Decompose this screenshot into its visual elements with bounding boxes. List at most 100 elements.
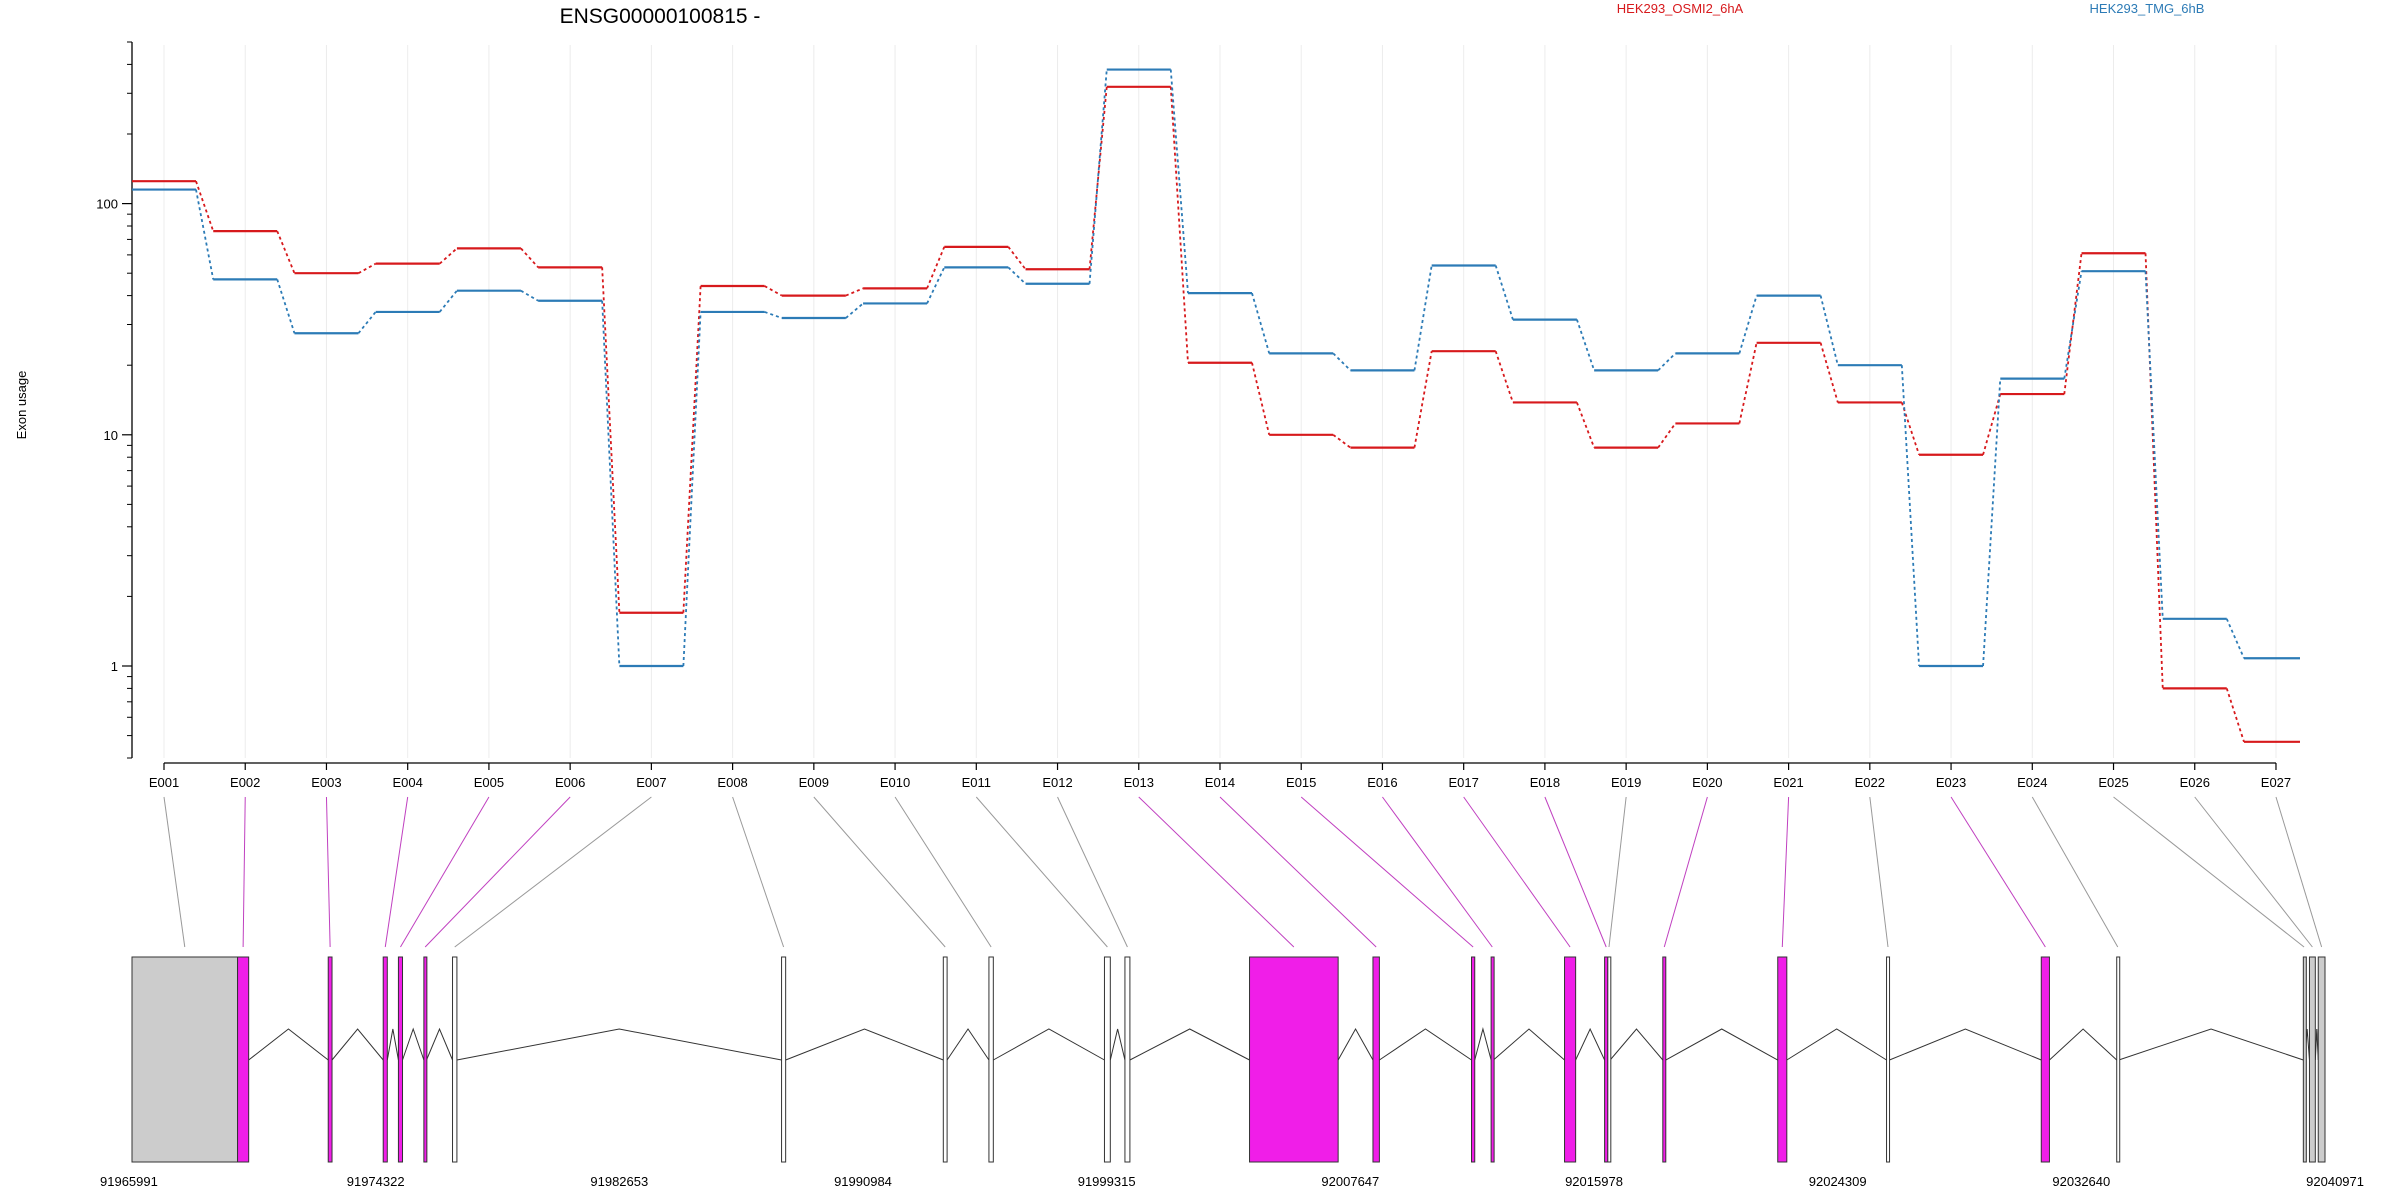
x-tick-label-E008: E008	[717, 775, 747, 790]
exon-box-E006	[423, 956, 428, 1163]
x-tick-label-E017: E017	[1448, 775, 1478, 790]
connector-E005	[400, 796, 490, 948]
y-tick-label-10: 10	[104, 428, 118, 443]
intron-E021-E022	[1786, 1028, 1887, 1061]
transition-E025	[2144, 271, 2164, 619]
x-tick-label-E006: E006	[555, 775, 585, 790]
connector-E026	[2194, 796, 2313, 948]
x-tick-label-E010: E010	[880, 775, 910, 790]
exon-box-E017	[1564, 956, 1577, 1163]
intron-E005-E006	[402, 1027, 425, 1061]
exon-box-E009	[942, 956, 948, 1163]
transition-E010	[926, 246, 946, 289]
exon-box-E022	[1886, 956, 1891, 1163]
text-labels: ENSG00000100815 - HEK293_OSMI2_6hA HEK29…	[14, 1, 2204, 439]
coordinate-label-6: 92015978	[1565, 1174, 1623, 1189]
x-tick-label-E013: E013	[1124, 775, 1154, 790]
coordinate-label-4: 91999315	[1078, 1174, 1136, 1189]
intron-E002-E003	[248, 1028, 329, 1061]
x-tick-label-E002: E002	[230, 775, 260, 790]
intron-E007-E008	[456, 1028, 782, 1061]
connector-E019	[1608, 796, 1627, 948]
exon-box-E026	[2308, 956, 2316, 1163]
x-tick-label-E005: E005	[474, 775, 504, 790]
exon-box-E023	[2040, 956, 2050, 1163]
exon-box-E015	[1471, 956, 1476, 1163]
x-tick-label-E025: E025	[2098, 775, 2128, 790]
y-axis-label: Exon usage	[14, 371, 29, 440]
x-tick-label-E004: E004	[393, 775, 423, 790]
connector-E025	[2113, 796, 2305, 948]
series-HEK293_TMG_6hB	[132, 68, 2300, 668]
transition-E026	[2225, 618, 2245, 659]
intron-E019-E020	[1609, 1028, 1664, 1061]
transition-E025	[2144, 253, 2164, 689]
chart-title: ENSG00000100815 -	[560, 5, 761, 28]
coordinate-label-1: 91974322	[347, 1174, 405, 1189]
transition-E012	[1088, 86, 1108, 270]
transition-E002	[276, 230, 296, 274]
exon-box-E003	[327, 956, 333, 1163]
transition-E019	[1657, 352, 1677, 371]
exon-box-E016	[1490, 956, 1495, 1163]
x-tick-label-E009: E009	[799, 775, 829, 790]
intron-E017-E018	[1575, 1027, 1606, 1061]
intron-E013-E014	[1337, 1027, 1374, 1061]
transition-E018	[1576, 402, 1595, 448]
coordinate-label-8: 92032640	[2052, 1174, 2110, 1189]
transition-E009	[845, 287, 864, 297]
transition-E002	[276, 279, 296, 334]
coordinate-label-0: 91965991	[100, 1174, 158, 1189]
transition-E023	[1982, 393, 2002, 455]
connector-E008	[732, 796, 785, 948]
intron-E023-E024	[2049, 1028, 2118, 1061]
transition-E023	[1982, 378, 2002, 667]
connector-E001	[163, 796, 186, 948]
coordinate-label-5: 92007647	[1321, 1174, 1379, 1189]
gene-model: 91965991 91974322 91982653 91990984 91999315…	[100, 956, 2364, 1189]
coordinate-label-7: 92024309	[1809, 1174, 1867, 1189]
exon-box-E007	[452, 956, 458, 1163]
connector-E018	[1544, 796, 1607, 948]
connector-E007	[454, 796, 652, 948]
connector-E016	[1382, 796, 1493, 948]
x-tick-label-E003: E003	[311, 775, 341, 790]
coordinate-label-3: 91990984	[834, 1174, 892, 1189]
intron-E010-E011	[993, 1028, 1105, 1061]
y-tick-label-100: 100	[96, 197, 118, 212]
exon-box-E001	[131, 956, 239, 1163]
exon-connectors	[163, 796, 2323, 948]
transition-E017	[1494, 350, 1514, 403]
transition-E008	[764, 285, 783, 297]
intron-E020-E021	[1665, 1028, 1778, 1061]
intron-E022-E023	[1889, 1028, 2042, 1061]
connector-E003	[325, 796, 331, 948]
transition-E022	[1900, 365, 1920, 667]
connector-E027	[2275, 796, 2323, 948]
transition-E013	[1169, 69, 1189, 294]
connector-E015	[1300, 796, 1474, 948]
exon-box-E005	[397, 956, 404, 1163]
connector-E022	[1869, 796, 1889, 948]
exon-box-E011	[1103, 956, 1111, 1163]
transition-E015	[1332, 352, 1352, 371]
connector-E021	[1781, 796, 1790, 948]
transition-E015	[1332, 434, 1351, 449]
transition-E024	[2063, 271, 2083, 379]
x-tick-label-E011: E011	[962, 775, 991, 790]
exon-box-E013	[1249, 956, 1339, 1163]
transition-E010	[926, 266, 946, 304]
transition-E019	[1657, 422, 1677, 449]
exon-box-E027	[2317, 956, 2326, 1163]
x-tick-label-E015: E015	[1286, 775, 1316, 790]
exon-box-E004	[382, 956, 388, 1163]
connector-E009	[813, 796, 946, 948]
transition-E016	[1413, 265, 1433, 371]
transition-E013	[1169, 86, 1189, 363]
transition-E009	[845, 302, 864, 319]
transition-E004	[439, 247, 458, 265]
series-HEK293_OSMI2_6hA	[132, 85, 2300, 743]
exon-box-E008	[781, 956, 787, 1163]
intron-E009-E010	[946, 1028, 990, 1061]
connector-E023	[1950, 796, 2046, 948]
